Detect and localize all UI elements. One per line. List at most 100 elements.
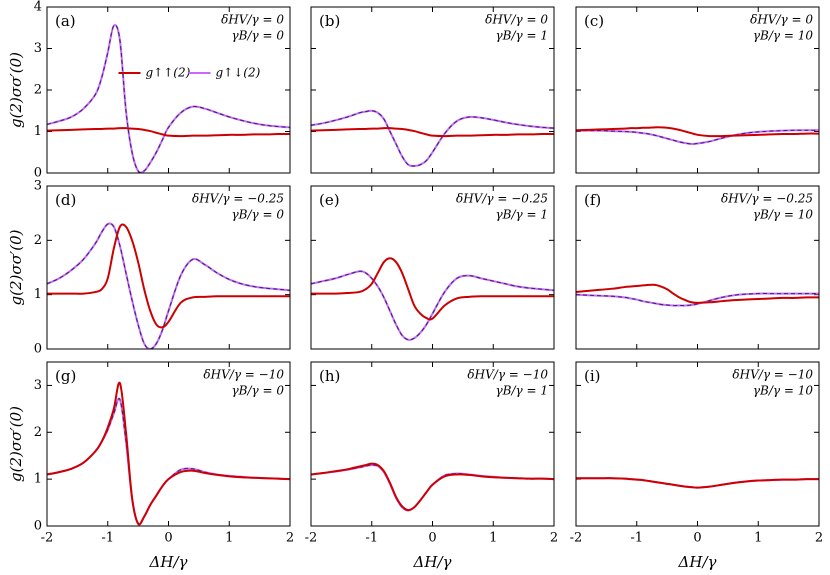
y-tick-label: 0 [34, 519, 42, 534]
y-tick-label: 2 [34, 83, 42, 98]
series-line [47, 222, 290, 349]
curves [311, 109, 554, 167]
frame [46, 361, 291, 527]
x-tick-label: -2 [570, 531, 583, 546]
x-tick-label: -2 [41, 531, 54, 546]
frame [46, 185, 291, 350]
y-tick-label: 4 [34, 0, 42, 15]
x-tick-label: 2 [550, 531, 558, 546]
panel-label: (e) [319, 191, 340, 209]
y-tick-label: 0 [34, 166, 42, 181]
series-line [311, 257, 554, 321]
legend-label: g↑↓(2) [216, 66, 261, 80]
frame [310, 361, 555, 527]
series-line [576, 283, 819, 304]
annotation: γB/γ = 0 [231, 29, 284, 43]
series-line [47, 24, 290, 173]
x-tick-label: -1 [630, 531, 643, 546]
series-line [311, 462, 554, 512]
panel: 0 1 2 3 4 (a) δHV/γ = 0 γB/γ = 0 g(2)σσ′(0) g↑↑(2… [7, 0, 291, 181]
series-dash [47, 223, 290, 349]
frame [310, 185, 555, 350]
curves [576, 477, 819, 489]
curves [311, 462, 554, 512]
series-line [576, 126, 819, 138]
series-line [47, 127, 290, 138]
annotation: δHV/γ = 0 [750, 13, 813, 27]
annotation: γB/γ = 1 [495, 384, 548, 398]
annotation: γB/γ = 10 [753, 208, 814, 222]
series-dash [576, 129, 819, 145]
curves [47, 381, 290, 526]
y-tick-label: 0 [34, 342, 42, 357]
y-tick-label: 3 [34, 41, 42, 56]
annotation: γB/γ = 1 [495, 29, 548, 43]
series-line [47, 381, 290, 526]
panel-label: (c) [584, 12, 604, 30]
annotation: γB/γ = 1 [495, 208, 548, 222]
x-tick-label: -2 [305, 531, 318, 546]
series-line [47, 223, 290, 329]
y-tick-label: 3 [34, 378, 42, 393]
annotation: δHV/γ = −10 [732, 368, 813, 382]
x-tick-label: 0 [428, 531, 436, 546]
series-line [576, 477, 819, 489]
x-axis-label: ΔH/γ [149, 553, 188, 571]
curves [576, 126, 819, 145]
series-dash [47, 398, 290, 525]
series-dash [576, 293, 819, 307]
panel-label: (i) [584, 367, 601, 385]
y-tick-label: 1 [34, 472, 42, 487]
legend-label: g↑↑(2) [146, 66, 191, 80]
panel-label: (f) [584, 191, 601, 209]
frame [575, 185, 820, 350]
frame [575, 361, 820, 527]
annotation: γB/γ = 0 [231, 384, 284, 398]
panel-label: (g) [55, 367, 76, 385]
panel: (c) δHV/γ = 0 γB/γ = 10 [575, 6, 820, 174]
annotation: δHV/γ = −0.25 [721, 192, 813, 206]
panel-label: (a) [55, 12, 76, 30]
x-tick-label: 0 [164, 531, 172, 546]
x-axis-label: ΔH/γ [678, 553, 717, 571]
annotation: γB/γ = 10 [753, 29, 814, 43]
annotation: δHV/γ = 0 [485, 13, 548, 27]
x-tick-label: -1 [365, 531, 378, 546]
curves [576, 283, 819, 307]
y-tick-label: 1 [34, 124, 42, 139]
x-tick-label: 0 [693, 531, 701, 546]
panel: -2 -1 0 1 2 (i) δHV/γ = −10 γB/γ = 10 ΔH/γ [570, 361, 823, 571]
panel: -2 -1 0 1 2 0 1 2 3 (g) δHV/γ = −10 γB/γ = 0 ΔH/γ g(2… [7, 361, 294, 571]
panel: (f) δHV/γ = −0.25 γB/γ = 10 [575, 185, 820, 350]
series-line [576, 129, 819, 145]
annotation: δHV/γ = −10 [467, 368, 548, 382]
x-tick-label: 2 [286, 531, 294, 546]
curves [311, 257, 554, 341]
x-tick-label: -1 [101, 531, 114, 546]
frame [575, 6, 820, 174]
curves [47, 222, 290, 349]
y-tick-label: 2 [34, 233, 42, 248]
x-tick-label: 1 [754, 531, 762, 546]
series-line [311, 464, 554, 512]
frame [310, 6, 555, 174]
series-line [311, 127, 554, 138]
annotation: δHV/γ = −10 [203, 368, 284, 382]
annotation: δHV/γ = −0.25 [192, 192, 284, 206]
series-line [47, 397, 290, 526]
panel: 0 1 2 3 (d) δHV/γ = −0.25 γB/γ = 0 g(2)σσ′(0) [7, 179, 291, 357]
panel: (e) δHV/γ = −0.25 γB/γ = 1 [310, 185, 555, 350]
x-axis-label: ΔH/γ [413, 553, 452, 571]
frame [46, 6, 291, 174]
y-axis-label: g(2)σσ′(0) [7, 52, 25, 128]
series-dash [311, 110, 554, 167]
series-line [311, 109, 554, 167]
curves [47, 24, 290, 173]
y-tick-label: 3 [34, 179, 42, 194]
series-dash [311, 270, 554, 341]
x-tick-label: 1 [489, 531, 497, 546]
x-tick-label: 2 [815, 531, 823, 546]
y-tick-label: 1 [34, 287, 42, 302]
series-line [311, 270, 554, 341]
annotation: δHV/γ = 0 [221, 13, 284, 27]
